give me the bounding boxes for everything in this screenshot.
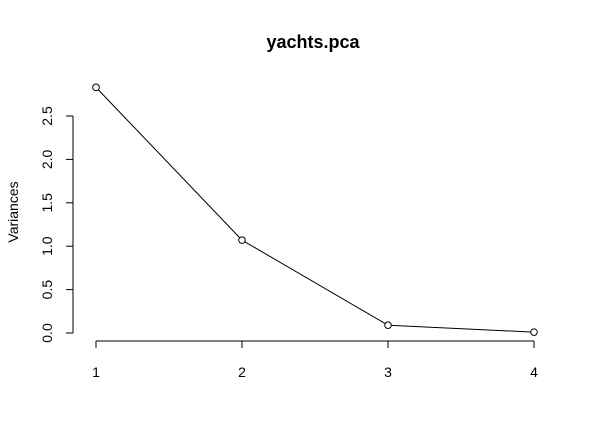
y-tick-label: 1.0 <box>39 236 55 256</box>
data-point <box>384 321 392 329</box>
y-tick-label: 0.5 <box>39 280 55 300</box>
data-point <box>92 83 100 92</box>
x-tick-label: 2 <box>238 364 246 380</box>
x-axis-ticks: 1 2 3 4 <box>92 341 538 380</box>
y-tick-label: 1.5 <box>39 193 55 213</box>
y-tick-label: 2.5 <box>39 106 55 126</box>
data-point <box>238 236 246 244</box>
x-tick-label: 1 <box>92 364 100 380</box>
y-tick-label: 0.0 <box>39 323 55 343</box>
y-axis-ticks: 0.0 0.5 1.0 1.5 2.0 2.5 <box>39 106 73 343</box>
y-axis-label: Variances <box>5 181 21 242</box>
chart-title: yachts.pca <box>266 32 360 52</box>
x-tick-label: 3 <box>384 364 392 380</box>
series-layer <box>92 83 538 336</box>
series-line-segment <box>97 89 241 239</box>
series-line-segment <box>244 241 386 324</box>
x-tick-label: 4 <box>530 364 538 380</box>
y-tick-label: 2.0 <box>39 149 55 169</box>
data-point <box>530 328 538 336</box>
series-line-segment <box>391 324 531 333</box>
